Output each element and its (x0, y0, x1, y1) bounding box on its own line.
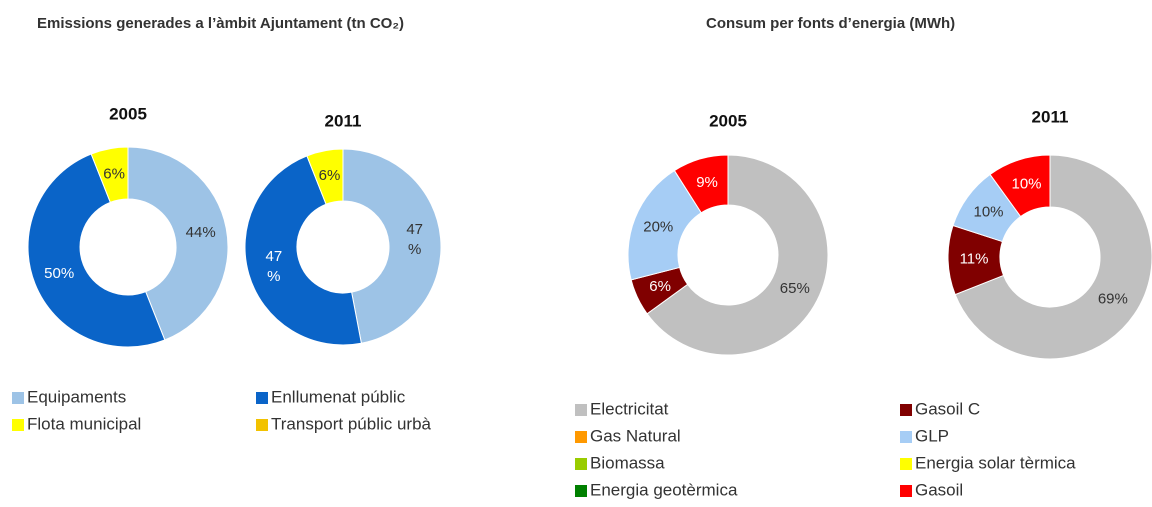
value-label: 20% (643, 218, 673, 235)
legend-label: Flota municipal (27, 414, 141, 433)
donut-slice (989, 154, 1051, 218)
legend-label: Transport públic urbà (271, 414, 432, 433)
legend-label: Energia solar tèrmica (915, 453, 1076, 472)
legend-label: Equipaments (27, 387, 126, 406)
legend-label: Enllumenat públic (271, 387, 406, 406)
value-label: 6% (319, 167, 341, 184)
value-label: 47% (266, 248, 283, 285)
value-label: 65% (780, 280, 810, 297)
legend-swatch (900, 485, 912, 497)
chart-title: 2011 (1032, 107, 1069, 126)
value-label: 6% (103, 165, 125, 182)
legend-swatch (256, 419, 268, 431)
value-label: 10% (973, 203, 1003, 220)
donut-slice (127, 146, 229, 341)
value-label: 6% (649, 278, 671, 295)
legend-label: Energia geotèrmica (590, 480, 738, 499)
donut-slice (90, 146, 129, 204)
section-heading: Emissions generades a l’àmbit Ajuntament… (37, 15, 404, 32)
donut-slice (27, 153, 166, 348)
value-label: 9% (696, 174, 718, 191)
donut-slice (342, 148, 442, 344)
value-label: 11% (960, 250, 989, 267)
legend-swatch (575, 458, 587, 470)
value-label: 44% (186, 224, 216, 241)
legend-label: Gasoil C (915, 399, 980, 418)
legend-swatch (575, 485, 587, 497)
legend-swatch (256, 392, 268, 404)
legend-swatch (900, 431, 912, 443)
legend-label: Gasoil (915, 480, 963, 499)
value-label: 10% (1011, 176, 1041, 193)
legend-swatch (900, 458, 912, 470)
section-heading: Consum per fonts d’energia (MWh) (706, 15, 955, 32)
donut-slice (954, 154, 1152, 360)
chart-title: 2005 (109, 104, 147, 123)
legend-label: Gas Natural (590, 426, 681, 445)
value-label: 50% (44, 265, 74, 282)
donut-slice (244, 155, 362, 346)
donut-slice (306, 148, 344, 205)
chart-title: 2005 (709, 111, 747, 130)
donut-slice (646, 154, 829, 356)
chart-title: 2011 (325, 111, 362, 130)
legend-label: GLP (915, 426, 949, 445)
value-label: 69% (1098, 291, 1128, 308)
legend-label: Biomassa (590, 453, 665, 472)
legend-swatch (575, 404, 587, 416)
legend-label: Electricitat (590, 399, 669, 418)
donut-slice (673, 154, 729, 214)
value-label: 47% (406, 221, 423, 258)
legend-swatch (12, 419, 24, 431)
legend-swatch (12, 392, 24, 404)
donut-slice (627, 169, 702, 281)
legend-swatch (575, 431, 587, 443)
legend-swatch (900, 404, 912, 416)
